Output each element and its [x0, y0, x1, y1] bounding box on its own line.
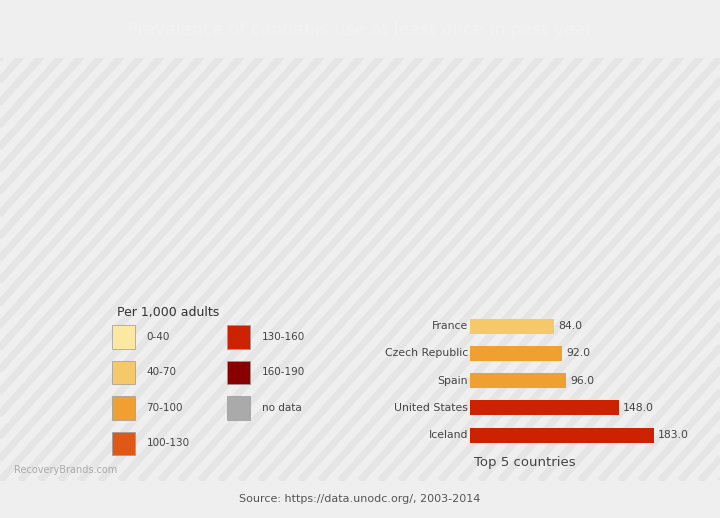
Text: 100-130: 100-130: [147, 438, 189, 449]
Text: 183.0: 183.0: [658, 430, 689, 440]
Text: Per 1,000 adults: Per 1,000 adults: [117, 307, 219, 320]
Text: Source: https://data.unodc.org/, 2003-2014: Source: https://data.unodc.org/, 2003-20…: [239, 494, 481, 505]
Bar: [112, 396, 135, 420]
Text: 148.0: 148.0: [623, 403, 654, 413]
Text: 84.0: 84.0: [559, 321, 582, 331]
Text: 40-70: 40-70: [147, 367, 176, 378]
Bar: [470, 346, 562, 361]
Text: France: France: [432, 321, 468, 331]
Bar: [470, 319, 554, 334]
Bar: [228, 325, 251, 349]
Text: Top 5 countries: Top 5 countries: [474, 456, 576, 469]
Text: 70-100: 70-100: [147, 403, 183, 413]
Text: Prevalence of cannabis use at least once in past year: Prevalence of cannabis use at least once…: [127, 21, 593, 39]
Text: RecoveryBrands.com: RecoveryBrands.com: [14, 465, 117, 474]
Text: Iceland: Iceland: [428, 430, 468, 440]
Text: United States: United States: [394, 403, 468, 413]
Text: 130-160: 130-160: [262, 332, 305, 342]
Text: Czech Republic: Czech Republic: [384, 349, 468, 358]
Text: 96.0: 96.0: [570, 376, 595, 385]
Text: 92.0: 92.0: [567, 349, 590, 358]
Text: 160-190: 160-190: [262, 367, 305, 378]
Bar: [470, 373, 567, 388]
Bar: [112, 325, 135, 349]
Bar: [470, 400, 618, 415]
Text: Spain: Spain: [438, 376, 468, 385]
Text: no data: no data: [262, 403, 302, 413]
Text: 0-40: 0-40: [147, 332, 170, 342]
Bar: [228, 396, 251, 420]
Bar: [228, 361, 251, 384]
Bar: [112, 431, 135, 455]
Bar: [470, 427, 654, 442]
Bar: [112, 361, 135, 384]
